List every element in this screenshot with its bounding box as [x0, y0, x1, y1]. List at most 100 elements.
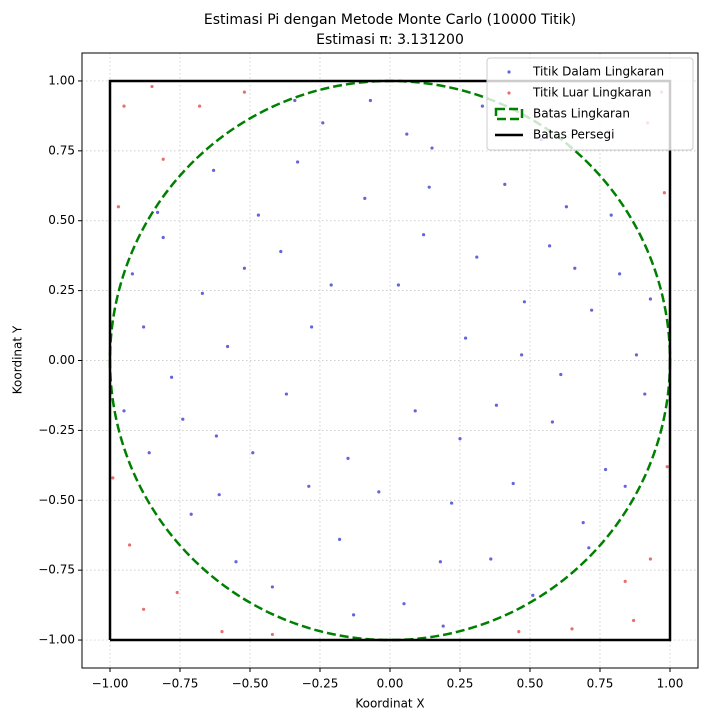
point	[441, 624, 445, 628]
point	[338, 537, 342, 542]
legend-label: Titik Dalam Lingkaran	[532, 65, 664, 79]
point	[212, 168, 216, 173]
point	[226, 344, 230, 349]
point	[522, 300, 527, 304]
point	[377, 490, 381, 494]
x-tick-label: 1.00	[657, 677, 684, 691]
legend-swatch	[494, 107, 524, 121]
legend-label: Titik Luar Lingkaran	[532, 86, 652, 100]
point	[511, 481, 515, 486]
chart-subtitle: Estimasi π: 3.131200	[316, 32, 464, 48]
point	[368, 98, 372, 103]
x-tick-label: −1.00	[92, 677, 129, 691]
x-axis-label: Koordinat X	[355, 697, 424, 711]
chart-title: Estimasi Pi dengan Metode Monte Carlo (1…	[204, 12, 576, 28]
y-tick-label: 0.00	[48, 353, 75, 367]
point	[200, 291, 204, 296]
point	[116, 205, 120, 209]
point	[517, 630, 521, 634]
point	[609, 213, 613, 217]
point	[220, 630, 224, 634]
point	[402, 602, 406, 606]
point	[181, 417, 185, 421]
x-tick-label: 0.25	[447, 677, 474, 691]
x-tick-label: 0.75	[587, 677, 614, 691]
point	[352, 613, 356, 617]
point	[307, 484, 311, 488]
point	[489, 557, 493, 561]
point	[329, 283, 333, 287]
point	[256, 213, 260, 217]
point	[413, 409, 417, 413]
y-tick-label: −0.25	[38, 423, 75, 437]
x-tick-label: −0.75	[162, 677, 199, 691]
point	[623, 484, 627, 488]
y-axis-label: Koordinat Y	[11, 325, 25, 394]
point	[128, 543, 132, 547]
point	[234, 560, 238, 564]
point	[480, 104, 484, 108]
x-tick-label: 0.50	[517, 677, 544, 691]
point	[643, 392, 647, 396]
point	[214, 434, 218, 438]
point	[438, 560, 442, 564]
y-tick-label: 1.00	[48, 73, 75, 87]
point	[161, 235, 165, 240]
legend-label: Batas Lingkaran	[533, 107, 630, 121]
point	[634, 353, 639, 357]
point	[618, 272, 622, 276]
point	[604, 467, 608, 472]
point	[161, 157, 165, 161]
point	[270, 585, 274, 589]
point	[665, 465, 669, 469]
point	[242, 90, 246, 94]
point	[142, 607, 146, 611]
point	[548, 244, 552, 248]
point	[310, 325, 314, 329]
y-tick-label: −0.75	[38, 563, 75, 577]
point	[346, 456, 350, 460]
point	[590, 308, 594, 312]
point	[142, 325, 146, 329]
point	[251, 451, 255, 455]
point	[189, 512, 193, 516]
point	[464, 336, 468, 340]
legend-label: Batas Persegi	[533, 128, 614, 142]
x-tick-label: −0.25	[302, 677, 339, 691]
y-tick-label: 0.25	[48, 283, 75, 297]
point	[648, 297, 653, 301]
point	[296, 160, 300, 164]
point	[122, 104, 126, 108]
point	[458, 437, 462, 441]
point	[170, 375, 174, 379]
legend-swatch	[507, 91, 511, 95]
point	[111, 476, 115, 480]
point	[550, 420, 555, 424]
point	[475, 255, 479, 259]
point	[147, 451, 151, 455]
legend-swatch	[507, 70, 511, 74]
point	[270, 632, 274, 637]
point	[156, 210, 160, 214]
point	[284, 392, 288, 396]
point	[632, 618, 636, 623]
x-tick-label: 0.00	[377, 677, 404, 691]
point	[531, 593, 535, 597]
point	[648, 557, 653, 561]
point	[450, 501, 454, 505]
point	[427, 185, 431, 189]
point	[279, 249, 283, 254]
point	[570, 627, 574, 631]
point	[422, 233, 426, 237]
point	[405, 132, 409, 136]
point	[293, 98, 297, 103]
point	[321, 121, 325, 125]
point	[573, 266, 577, 270]
point	[559, 372, 563, 377]
point	[581, 521, 585, 525]
point	[430, 146, 434, 150]
legend-box	[486, 57, 694, 151]
point	[242, 266, 246, 270]
point	[122, 409, 126, 413]
